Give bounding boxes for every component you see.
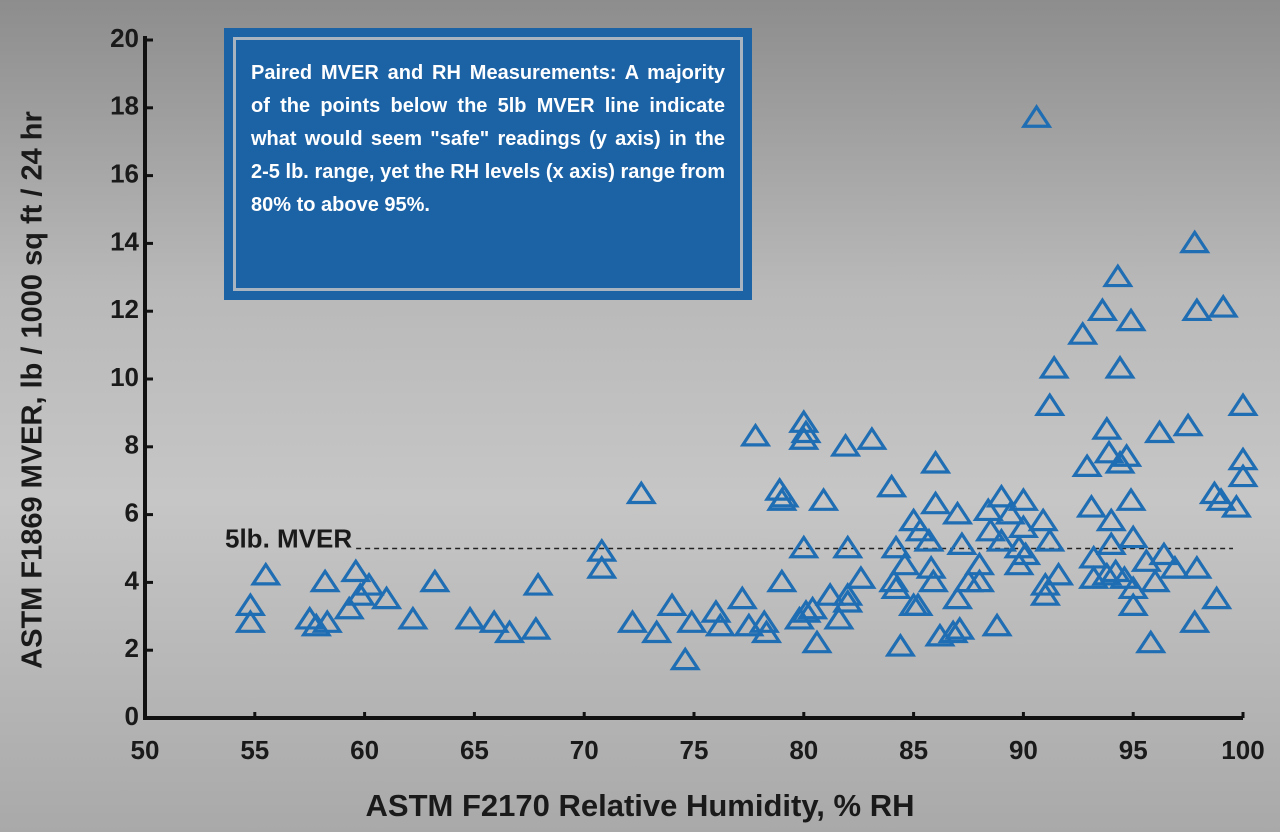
data-point (835, 592, 860, 611)
data-point (482, 612, 507, 631)
data-point (1230, 395, 1255, 414)
data-point (253, 565, 278, 584)
data-point (818, 585, 843, 604)
y-axis-title: ASTM F1869 MVER, lb / 1000 sq ft / 24 hr (17, 111, 49, 669)
data-point (1211, 297, 1236, 316)
data-point (1099, 534, 1124, 553)
data-point (804, 632, 829, 651)
data-point (523, 619, 548, 638)
data-point (888, 636, 913, 655)
data-point (1013, 544, 1038, 563)
y-tick-label: 2 (125, 633, 139, 663)
data-point (1024, 107, 1049, 126)
y-tick-label: 10 (110, 362, 139, 392)
data-point (835, 538, 860, 557)
x-tick-label: 50 (131, 735, 160, 765)
data-point (769, 571, 794, 590)
data-point (1184, 300, 1209, 319)
y-tick-label: 8 (125, 430, 139, 460)
annotation: Paired MVER and RH Measurements: A major… (251, 57, 725, 222)
data-point (984, 615, 1009, 634)
data-point (703, 602, 728, 621)
data-point (1081, 548, 1106, 567)
x-tick-label: 90 (1009, 735, 1038, 765)
annotation-box: Paired MVER and RH Measurements: A major… (224, 28, 752, 300)
data-point (1162, 558, 1187, 577)
data-point (708, 615, 733, 634)
data-point (1134, 551, 1159, 570)
x-tick-label: 95 (1119, 735, 1148, 765)
data-point (1107, 358, 1132, 377)
data-point (791, 538, 816, 557)
data-point (620, 612, 645, 631)
data-point (879, 476, 904, 495)
x-tick-label: 65 (460, 735, 489, 765)
x-tick-label: 60 (350, 735, 379, 765)
data-point (312, 571, 337, 590)
y-tick-label: 6 (125, 497, 139, 527)
data-point (1118, 490, 1143, 509)
data-point (1184, 558, 1209, 577)
data-point (1074, 456, 1099, 475)
data-point (949, 534, 974, 553)
x-tick-label: 75 (680, 735, 709, 765)
data-point (923, 493, 948, 512)
data-point (644, 622, 669, 641)
data-point (1046, 565, 1071, 584)
data-point (743, 426, 768, 445)
data-point (833, 436, 858, 455)
data-point (1138, 632, 1163, 651)
page: ASTM F2170 Relative Humidity, % RH ASTM … (0, 0, 1280, 832)
x-tick-label: 80 (789, 735, 818, 765)
data-point (1147, 422, 1172, 441)
data-point (343, 561, 368, 580)
x-axis-title: ASTM F2170 Relative Humidity, % RH (366, 788, 915, 823)
data-point (1094, 419, 1119, 438)
data-point (1041, 358, 1066, 377)
x-tick-label: 70 (570, 735, 599, 765)
data-point (457, 609, 482, 628)
data-point (811, 490, 836, 509)
x-tick-label: 55 (240, 735, 269, 765)
data-point (1090, 300, 1115, 319)
reference-label: 5lb. MVER (225, 523, 352, 553)
y-tick-label: 20 (110, 23, 139, 53)
y-tick-label: 4 (125, 565, 140, 595)
data-point (1182, 232, 1207, 251)
data-point (525, 575, 550, 594)
data-point (1037, 395, 1062, 414)
x-tick-label: 100 (1221, 735, 1264, 765)
data-point (1037, 531, 1062, 550)
data-point (730, 588, 755, 607)
y-tick-label: 14 (110, 226, 139, 256)
data-point (1031, 510, 1056, 529)
data-point (422, 571, 447, 590)
data-point (659, 595, 684, 614)
data-point (1182, 612, 1207, 631)
data-point (976, 500, 1001, 519)
data-point (1175, 415, 1200, 434)
y-tick-label: 16 (110, 158, 139, 188)
data-point (1105, 266, 1130, 285)
data-point (1011, 490, 1036, 509)
data-point (374, 588, 399, 607)
y-tick-label: 18 (110, 91, 139, 121)
data-point (1204, 588, 1229, 607)
data-point (848, 568, 873, 587)
data-point (1070, 324, 1095, 343)
data-point (859, 429, 884, 448)
y-tick-label: 0 (125, 701, 139, 731)
data-point (1118, 310, 1143, 329)
data-point (1079, 497, 1104, 516)
data-point (400, 609, 425, 628)
data-point (629, 483, 654, 502)
data-point (673, 649, 698, 668)
data-point (923, 453, 948, 472)
x-tick-label: 85 (899, 735, 928, 765)
y-tick-label: 12 (110, 294, 139, 324)
